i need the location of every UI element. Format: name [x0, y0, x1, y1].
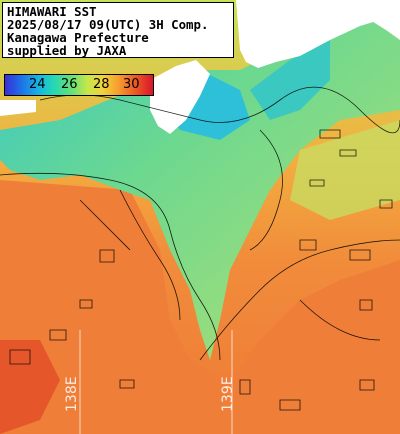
title-line-region: Kanagawa Prefecture: [7, 30, 149, 45]
sst-contours: [0, 86, 400, 411]
land-north: [236, 0, 400, 68]
legend-label-26: 26: [61, 77, 78, 92]
lon-label-139e: 139E: [220, 376, 236, 412]
miura-peninsula: [150, 60, 210, 134]
lon-label-138e: 138E: [64, 376, 80, 412]
land-northwest-corner: [358, 0, 400, 40]
land-west-strip: [0, 100, 36, 116]
tokyo-bay-water: [250, 40, 330, 120]
title-line-datetime: 2025/08/17 09(UTC) 3H Comp.: [7, 17, 209, 32]
map-title-box: HIMAWARI SST 2025/08/17 09(UTC) 3H Comp.…: [2, 2, 234, 58]
warm-sea-south: [0, 180, 400, 434]
hot-patch-southwest: [0, 340, 60, 434]
cool-water-east: [290, 120, 400, 220]
title-line-credit: supplied by JAXA: [7, 43, 127, 58]
color-scale-legend: 24 26 28 30: [4, 74, 154, 96]
title-line-product: HIMAWARI SST: [7, 4, 97, 19]
legend-label-28: 28: [93, 77, 110, 92]
legend-label-24: 24: [29, 77, 46, 92]
legend-label-30: 30: [123, 77, 140, 92]
